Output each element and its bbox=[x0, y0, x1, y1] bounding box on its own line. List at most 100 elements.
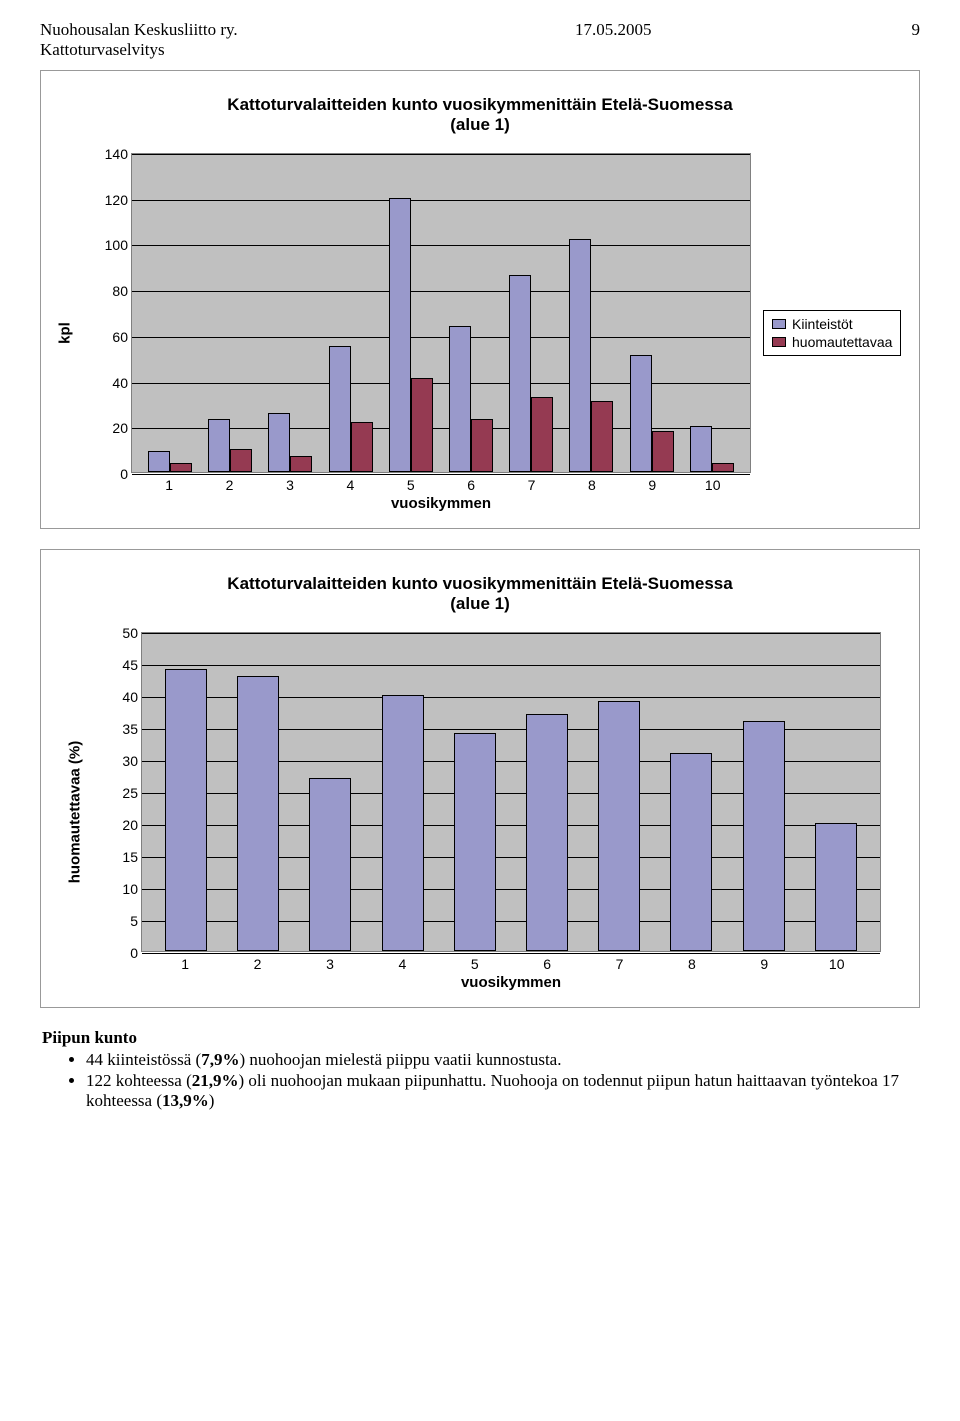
bar bbox=[526, 714, 568, 951]
ytick: 35 bbox=[104, 721, 138, 737]
chart1-title: Kattoturvalaitteiden kunto vuosikymmenit… bbox=[61, 95, 899, 135]
ytick: 20 bbox=[94, 420, 128, 436]
xtick: 1 bbox=[146, 477, 192, 493]
bar-group bbox=[377, 695, 429, 951]
chart1-plot: 020406080100120140 bbox=[131, 153, 751, 473]
bar-group bbox=[160, 669, 212, 951]
bar-group bbox=[207, 419, 253, 472]
xtick: 10 bbox=[690, 477, 736, 493]
ytick: 0 bbox=[104, 945, 138, 961]
chart1-legend: Kiinteistöt huomautettavaa bbox=[763, 310, 901, 356]
chart1-wrap: kpl 020406080100120140 12345678910 vuosi… bbox=[131, 153, 751, 512]
bar-kiinteistot bbox=[268, 413, 290, 472]
bar-huomautettavaa bbox=[170, 463, 192, 472]
bar bbox=[598, 701, 640, 951]
xtick: 7 bbox=[509, 477, 555, 493]
bar-huomautettavaa bbox=[591, 401, 613, 472]
ytick: 80 bbox=[94, 283, 128, 299]
bar-group bbox=[147, 451, 193, 472]
bar-group bbox=[568, 239, 614, 472]
body-text: Piipun kunto 44 kiinteistössä (7,9%) nuo… bbox=[40, 1028, 920, 1112]
ytick: 0 bbox=[94, 466, 128, 482]
xtick: 3 bbox=[267, 477, 313, 493]
bar bbox=[670, 753, 712, 951]
bar-huomautettavaa bbox=[411, 378, 433, 472]
bar-group bbox=[665, 753, 717, 951]
percent-value: 13,9% bbox=[162, 1091, 209, 1110]
bar bbox=[165, 669, 207, 951]
xtick: 1 bbox=[159, 956, 211, 972]
bar-kiinteistot bbox=[630, 355, 652, 472]
bar-group bbox=[738, 721, 790, 951]
bar-kiinteistot bbox=[148, 451, 170, 472]
xtick: 9 bbox=[738, 956, 790, 972]
bar-huomautettavaa bbox=[712, 463, 734, 472]
bar-kiinteistot bbox=[569, 239, 591, 472]
xtick: 8 bbox=[666, 956, 718, 972]
ytick: 15 bbox=[104, 849, 138, 865]
legend-item-huomautettavaa: huomautettavaa bbox=[772, 333, 892, 351]
xtick: 6 bbox=[448, 477, 494, 493]
bar bbox=[454, 733, 496, 951]
bar-group bbox=[328, 346, 374, 472]
legend-swatch-icon bbox=[772, 337, 786, 347]
bar-group bbox=[593, 701, 645, 951]
ytick: 140 bbox=[94, 146, 128, 162]
bar-group bbox=[449, 733, 501, 951]
bar-huomautettavaa bbox=[471, 419, 493, 472]
bar-huomautettavaa bbox=[531, 397, 553, 472]
bar-group bbox=[267, 413, 313, 472]
bar-group bbox=[689, 426, 735, 472]
bar-group bbox=[232, 676, 284, 951]
xtick: 8 bbox=[569, 477, 615, 493]
text-run: ) nuohoojan mielestä piippu vaatii kunno… bbox=[239, 1050, 561, 1069]
chart2-xticks: 12345678910 bbox=[141, 952, 881, 972]
bar-group bbox=[810, 823, 862, 951]
ytick: 100 bbox=[94, 237, 128, 253]
chart2-title: Kattoturvalaitteiden kunto vuosikymmenit… bbox=[61, 574, 899, 614]
ytick: 5 bbox=[104, 913, 138, 929]
percent-value: 7,9% bbox=[201, 1050, 239, 1069]
bar-group bbox=[629, 355, 675, 472]
bar-huomautettavaa bbox=[351, 422, 373, 472]
bar-huomautettavaa bbox=[652, 431, 674, 472]
chart2-frame: Kattoturvalaitteiden kunto vuosikymmenit… bbox=[40, 549, 920, 1008]
bar-kiinteistot bbox=[449, 326, 471, 472]
xtick: 5 bbox=[449, 956, 501, 972]
bar-group bbox=[521, 714, 573, 951]
xtick: 3 bbox=[304, 956, 356, 972]
list-item: 44 kiinteistössä (7,9%) nuohoojan mieles… bbox=[86, 1050, 920, 1071]
list-item: 122 kohteessa (21,9%) oli nuohoojan muka… bbox=[86, 1071, 920, 1112]
bar-group bbox=[388, 198, 434, 472]
page-number: 9 bbox=[912, 20, 921, 60]
chart2-plot: 05101520253035404550 bbox=[141, 632, 881, 952]
chart2-ylabel: huomautettavaa (%) bbox=[67, 740, 84, 883]
chart1-xlabel: vuosikymmen bbox=[131, 495, 751, 512]
xtick: 4 bbox=[327, 477, 373, 493]
text-run: 44 kiinteistössä ( bbox=[86, 1050, 201, 1069]
bar-huomautettavaa bbox=[290, 456, 312, 472]
percent-value: 21,9% bbox=[192, 1071, 239, 1090]
xtick: 9 bbox=[629, 477, 675, 493]
ytick: 40 bbox=[104, 689, 138, 705]
ytick: 50 bbox=[104, 625, 138, 641]
bar bbox=[237, 676, 279, 951]
bullet-list: 44 kiinteistössä (7,9%) nuohoojan mieles… bbox=[42, 1050, 920, 1112]
bar bbox=[743, 721, 785, 951]
bar-kiinteistot bbox=[509, 275, 531, 472]
ytick: 20 bbox=[104, 817, 138, 833]
xtick: 2 bbox=[207, 477, 253, 493]
xtick: 7 bbox=[594, 956, 646, 972]
chart1-xticks: 12345678910 bbox=[131, 473, 751, 493]
legend-label: huomautettavaa bbox=[792, 334, 892, 350]
bar-group bbox=[448, 326, 494, 472]
bar bbox=[309, 778, 351, 951]
legend-item-kiinteistot: Kiinteistöt bbox=[772, 315, 892, 333]
bar-kiinteistot bbox=[208, 419, 230, 472]
bar-kiinteistot bbox=[389, 198, 411, 472]
ytick: 40 bbox=[94, 375, 128, 391]
header-right: 17.05.2005 9 bbox=[575, 20, 920, 60]
xtick: 2 bbox=[232, 956, 284, 972]
legend-label: Kiinteistöt bbox=[792, 316, 853, 332]
chart2-wrap: huomautettavaa (%) 05101520253035404550 … bbox=[141, 632, 881, 991]
